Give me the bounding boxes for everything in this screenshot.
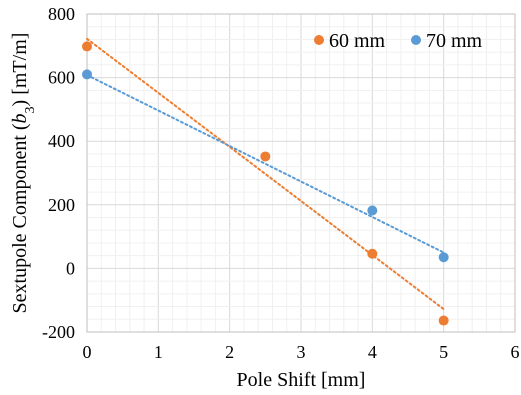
y-tick-label: 400 (48, 131, 75, 151)
x-tick-label: 3 (297, 342, 306, 362)
y-axis-title-suffix: ) [mT/m] (9, 33, 31, 107)
x-tick-label: 6 (511, 342, 520, 362)
legend: 60 mm 70 mm (314, 30, 483, 52)
trendline-series-0 (86, 37, 445, 311)
x-tick-label: 5 (439, 342, 448, 362)
x-tick-labels: 0 1 2 3 4 5 6 (83, 342, 520, 362)
legend-label-70mm: 70 mm (426, 30, 483, 52)
y-axis-title: Sextupole Component (b3) [mT/m] (9, 33, 38, 314)
trendlines (86, 37, 445, 311)
legend-marker-60mm (314, 35, 324, 45)
y-tick-label: 0 (66, 258, 75, 278)
x-axis-title: Pole Shift [mm] (237, 369, 366, 391)
y-axis-title-subscript: 3 (23, 106, 38, 113)
data-point-series-0 (367, 248, 378, 259)
data-point-series-1 (82, 69, 92, 80)
y-tick-label: 200 (48, 195, 75, 215)
y-tick-label: 800 (48, 4, 75, 24)
y-tick-label: -200 (42, 322, 75, 342)
x-tick-label: 4 (368, 342, 377, 362)
data-point-series-1 (367, 205, 378, 216)
legend-label-60mm: 60 mm (329, 30, 386, 52)
x-tick-label: 1 (154, 342, 163, 362)
grid (86, 13, 516, 333)
legend-marker-70mm (411, 35, 421, 45)
y-tick-label: 600 (48, 68, 75, 88)
plot-frame (86, 13, 516, 333)
x-tick-label: 2 (225, 342, 234, 362)
y-axis-title-symbol: b (9, 113, 31, 123)
data-points (82, 41, 449, 326)
data-point-series-0 (260, 151, 271, 162)
y-tick-labels: -200 0 200 400 600 800 (42, 4, 75, 342)
trendline-series-1 (86, 74, 445, 254)
data-point-series-0 (438, 315, 449, 326)
data-point-series-1 (438, 252, 449, 263)
y-axis-title-prefix: Sextupole Component ( (9, 123, 31, 313)
data-point-series-0 (82, 41, 92, 52)
x-tick-label: 0 (83, 342, 92, 362)
